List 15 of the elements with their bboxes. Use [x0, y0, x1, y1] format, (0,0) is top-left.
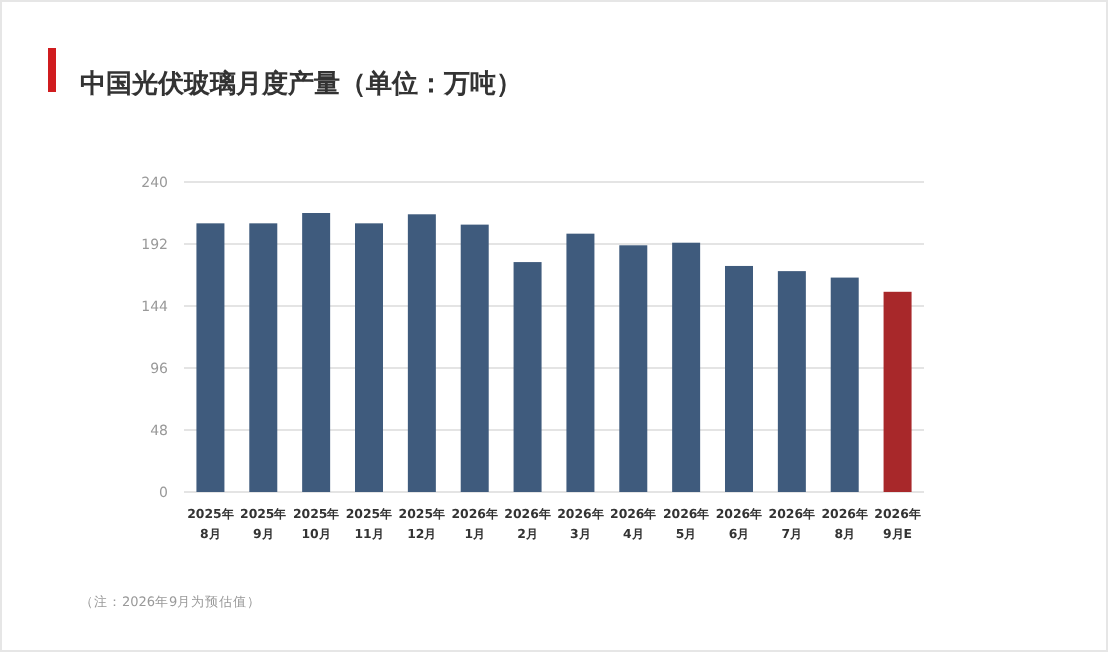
bar: [513, 262, 542, 492]
bar: [302, 213, 331, 492]
bar: [407, 214, 436, 492]
chart-title: 中国光伏玻璃月度产量（单位：万吨）: [80, 68, 522, 100]
bar: [249, 223, 278, 492]
bar: [196, 223, 225, 492]
bar: [672, 242, 701, 492]
bar: [566, 233, 595, 492]
bar: [830, 277, 859, 492]
bar: [725, 265, 753, 492]
bar: [619, 245, 648, 492]
bar: [355, 223, 383, 492]
bar: [460, 224, 489, 492]
bar: [883, 291, 912, 492]
bar: [777, 271, 806, 492]
